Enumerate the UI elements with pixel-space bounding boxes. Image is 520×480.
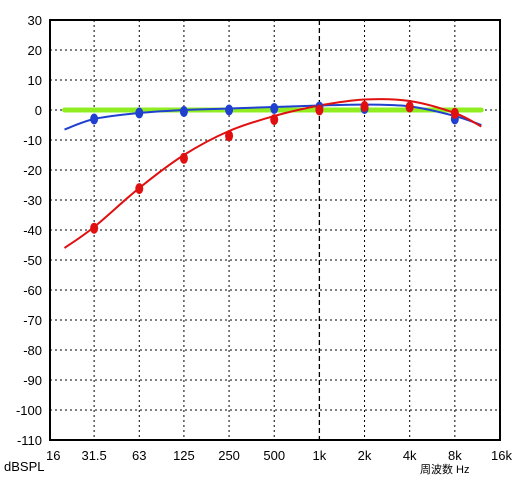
x-tick-label: 16	[46, 448, 60, 463]
x-tick-label: 16k	[491, 448, 512, 463]
data-point	[270, 114, 279, 126]
y-tick-labels: 30 20 10 0 -10 -20 -30 -40 -50 -60 -70 -80 -90 -100 -1…	[16, 13, 42, 448]
y-tick-label: -100	[16, 403, 42, 418]
x-tick-label: 1k	[313, 448, 327, 463]
x-tick-label: 31.5	[81, 448, 106, 463]
data-point	[450, 107, 459, 119]
y-tick-label: -30	[23, 193, 42, 208]
y-tick-label: -50	[23, 253, 42, 268]
data-point	[360, 100, 369, 112]
data-point	[135, 183, 144, 195]
data-point	[405, 101, 414, 113]
x-tick-label: 500	[263, 448, 285, 463]
y-tick-label: 10	[28, 73, 42, 88]
data-point	[179, 106, 188, 117]
y-tick-label: -10	[23, 133, 42, 148]
data-point	[225, 130, 234, 142]
y-tick-label: -70	[23, 313, 42, 328]
x-tick-label: 2k	[358, 448, 372, 463]
y-tick-label: 20	[28, 43, 42, 58]
y-axis-label: dBSPL	[4, 459, 44, 474]
data-point	[90, 113, 99, 125]
y-tick-label: -110	[17, 433, 42, 448]
y-tick-label: -80	[23, 343, 42, 358]
y-tick-label: -60	[23, 283, 42, 298]
y-tick-label: -40	[23, 223, 42, 238]
x-tick-label: 250	[218, 448, 240, 463]
x-tick-label: 63	[132, 448, 146, 463]
marker-group	[90, 100, 459, 234]
x-axis-label: 周波数 Hz	[420, 463, 470, 476]
y-tick-label: -20	[23, 163, 42, 178]
y-tick-label: 0	[35, 103, 42, 118]
x-tick-labels: 16 31.5 63 125 250 500 1k 2k 4k 8k 16k	[46, 448, 512, 463]
data-point	[135, 107, 144, 119]
y-tick-label: 30	[28, 13, 42, 28]
x-tick-label: 8k	[448, 448, 462, 463]
data-point	[179, 152, 188, 164]
y-tick-label: -90	[23, 373, 42, 388]
data-point	[270, 103, 279, 114]
data-point	[90, 222, 99, 234]
data-point	[315, 104, 324, 116]
plot-frame	[49, 19, 501, 441]
grid	[50, 20, 500, 440]
data-point	[225, 104, 234, 116]
x-tick-label: 4k	[403, 448, 417, 463]
x-tick-label: 125	[173, 448, 195, 463]
